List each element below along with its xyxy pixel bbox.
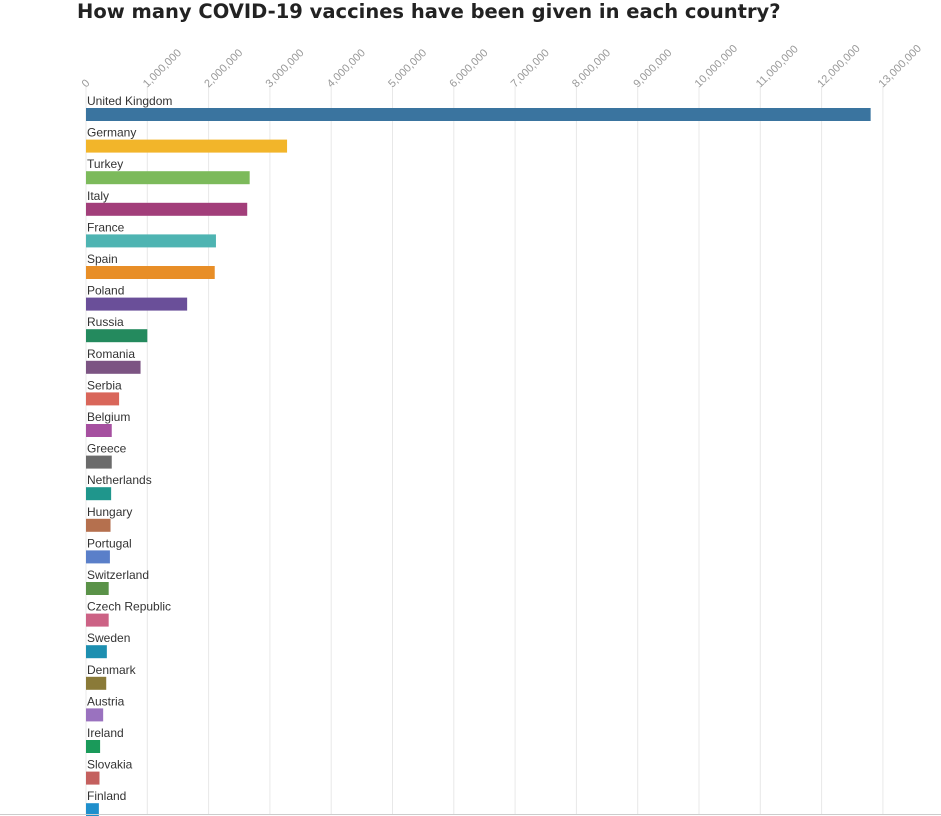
category-label: Romania xyxy=(87,347,135,361)
bar[interactable] xyxy=(86,487,112,501)
bar[interactable] xyxy=(86,392,120,406)
x-tick-label: 7,000,000 xyxy=(509,47,552,90)
category-labels: United Kingdom Germany Turkey Italy France Sp… xyxy=(87,94,172,803)
category-label: Hungary xyxy=(87,505,132,519)
category-label: Greece xyxy=(87,442,127,456)
chart-title: How many COVID-19 vaccines have been giv… xyxy=(77,0,781,23)
bar[interactable] xyxy=(86,676,107,690)
bar[interactable] xyxy=(86,297,188,311)
bar[interactable] xyxy=(86,645,107,659)
bar[interactable] xyxy=(86,455,112,469)
bar[interactable] xyxy=(86,360,141,374)
bar[interactable] xyxy=(86,771,100,785)
x-tick-label: 0 xyxy=(80,77,93,90)
bar[interactable] xyxy=(86,139,288,153)
bar[interactable] xyxy=(86,803,99,816)
bar[interactable] xyxy=(86,582,109,595)
bar[interactable] xyxy=(86,108,871,121)
category-label: United Kingdom xyxy=(87,94,172,108)
bar[interactable] xyxy=(86,171,250,185)
grid-lines xyxy=(85,86,884,814)
bar[interactable] xyxy=(86,424,112,437)
category-label: Sweden xyxy=(87,631,130,645)
category-label: Russia xyxy=(87,315,124,329)
category-label: Belgium xyxy=(87,410,130,424)
x-tick-label: 2,000,000 xyxy=(202,47,245,90)
category-label: Slovakia xyxy=(87,758,133,772)
category-label: Turkey xyxy=(87,157,123,171)
x-tick-label: 5,000,000 xyxy=(386,47,429,90)
category-label: France xyxy=(87,220,125,234)
category-label: Poland xyxy=(87,284,124,298)
bar[interactable] xyxy=(86,550,110,564)
category-label: Austria xyxy=(87,694,125,708)
bar[interactable] xyxy=(86,708,104,722)
bar[interactable] xyxy=(86,329,148,343)
category-label: Ireland xyxy=(87,726,124,740)
bar[interactable] xyxy=(86,234,216,248)
category-label: Switzerland xyxy=(87,568,149,582)
category-label: Denmark xyxy=(87,663,137,677)
category-label: Germany xyxy=(87,126,136,140)
bottom-divider xyxy=(0,814,941,815)
category-label: Czech Republic xyxy=(87,600,171,614)
x-tick-label: 1,000,000 xyxy=(141,47,184,90)
bar[interactable] xyxy=(86,518,111,532)
category-label: Netherlands xyxy=(87,473,152,487)
category-label: Finland xyxy=(87,789,126,803)
x-tick-label: 3,000,000 xyxy=(264,47,307,90)
x-tick-label: 8,000,000 xyxy=(570,47,613,90)
x-tick-label: 13,000,000 xyxy=(877,43,924,90)
bar[interactable] xyxy=(86,266,215,279)
x-tick-label: 6,000,000 xyxy=(447,47,490,90)
x-tick-label: 12,000,000 xyxy=(815,43,862,90)
bar[interactable] xyxy=(86,740,101,753)
x-tick-label: 4,000,000 xyxy=(325,47,368,90)
bar[interactable] xyxy=(86,202,248,216)
x-axis-tick-labels: 0 1,000,000 2,000,000 3,000,000 4,000,000 5,0… xyxy=(80,43,924,90)
category-label: Portugal xyxy=(87,536,132,550)
x-tick-label: 9,000,000 xyxy=(631,47,674,90)
category-label: Spain xyxy=(87,252,118,266)
category-label: Italy xyxy=(87,189,109,203)
bars xyxy=(86,108,871,816)
category-label: Serbia xyxy=(87,378,122,392)
x-tick-label: 11,000,000 xyxy=(754,43,801,90)
x-tick-label: 10,000,000 xyxy=(693,43,740,90)
bar[interactable] xyxy=(86,613,109,627)
